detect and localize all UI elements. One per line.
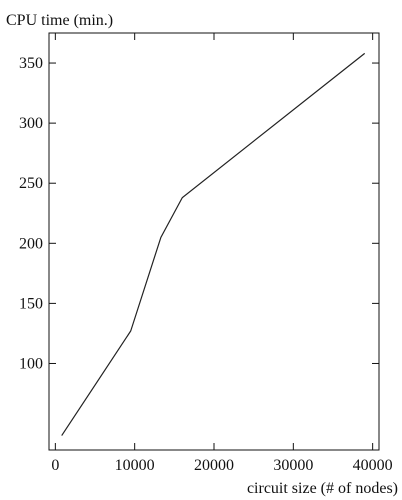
plot-frame (48, 32, 380, 451)
series-layer (61, 52, 366, 436)
x-tick-label: 10000 (115, 457, 155, 474)
x-axis-label: circuit size (# of nodes) (247, 480, 398, 497)
y-tick-label: 100 (19, 355, 43, 372)
y-tick-label: 250 (19, 175, 43, 192)
y-tick-label: 200 (19, 235, 43, 252)
x-tick-label: 20000 (194, 457, 234, 474)
x-tick-label: 40000 (353, 457, 393, 474)
axis-ticks (49, 33, 379, 450)
axis-tick-labels: 0 10000 20000 30000 40000 100 150 200 250 300 350 (19, 55, 393, 474)
y-tick-label: 350 (19, 55, 43, 72)
x-tick-label: 0 (51, 457, 59, 474)
y-tick-label: 150 (19, 295, 43, 312)
series-line (61, 52, 366, 436)
y-axis-label: CPU time (min.) (6, 12, 113, 29)
x-tick-label: 30000 (273, 457, 313, 474)
y-tick-label: 300 (19, 115, 43, 132)
